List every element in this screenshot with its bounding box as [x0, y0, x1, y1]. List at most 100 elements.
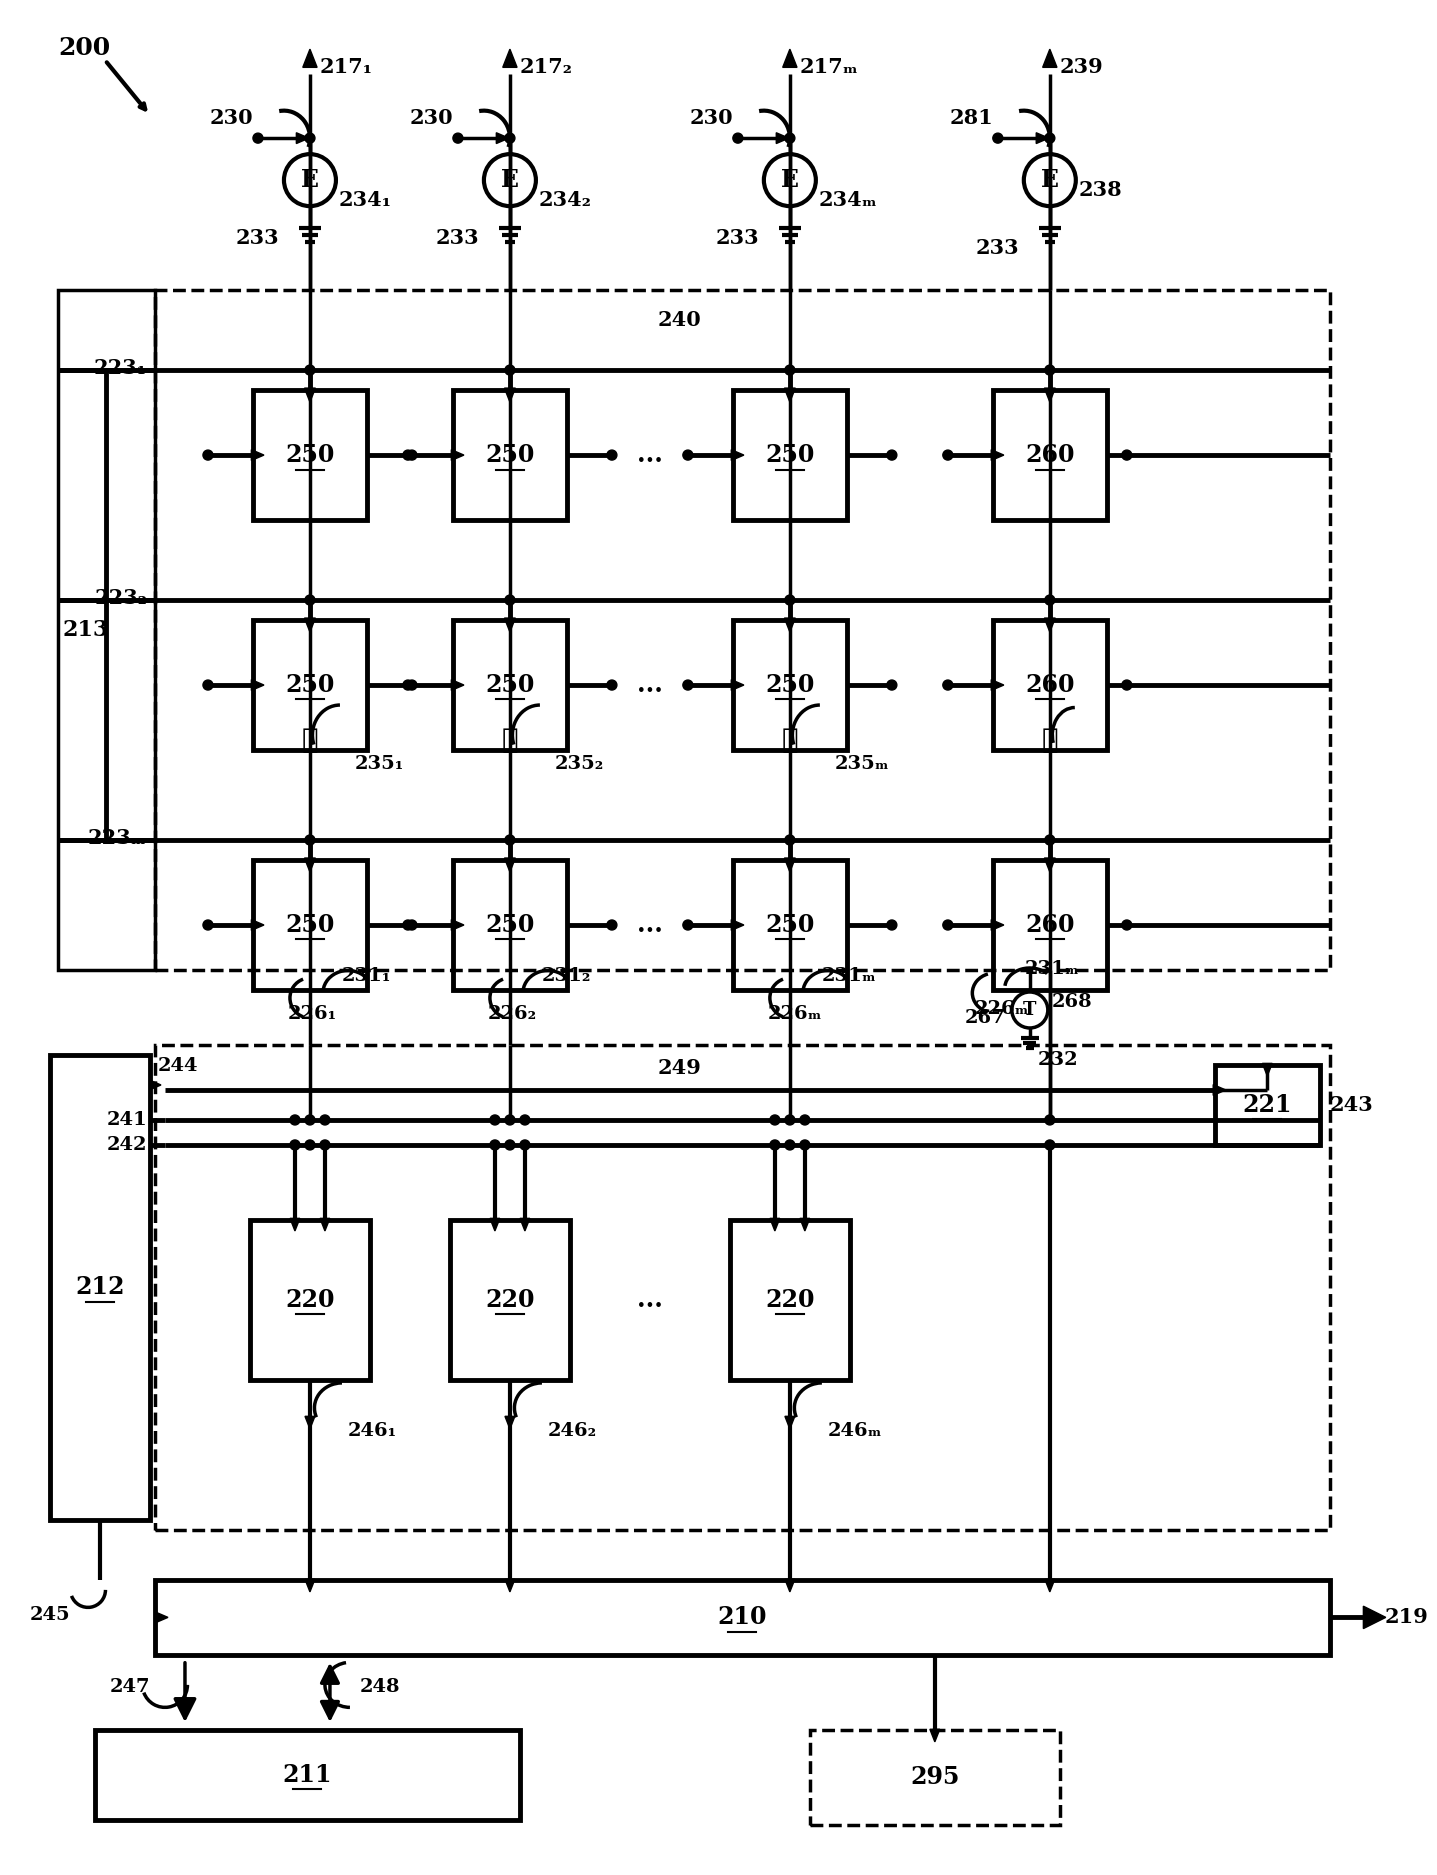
Polygon shape [305, 1416, 315, 1429]
Text: ⋮: ⋮ [782, 726, 798, 754]
Text: 226ₘ: 226ₘ [767, 1005, 822, 1024]
Polygon shape [785, 619, 795, 632]
Polygon shape [785, 1579, 795, 1592]
Text: 249: 249 [658, 1058, 701, 1078]
Text: T: T [1023, 1001, 1036, 1018]
Circle shape [943, 921, 953, 930]
Circle shape [305, 1116, 315, 1125]
Polygon shape [930, 1729, 940, 1742]
Bar [95, 1731, 520, 1821]
Bar [993, 390, 1106, 519]
Polygon shape [776, 133, 789, 144]
Polygon shape [305, 859, 316, 872]
Bar [810, 1731, 1061, 1824]
Text: 250: 250 [286, 913, 335, 938]
Circle shape [606, 450, 616, 459]
Text: 243: 243 [1329, 1095, 1374, 1116]
Polygon shape [992, 919, 1004, 930]
Text: 250: 250 [286, 673, 335, 698]
Text: 220: 220 [486, 1288, 535, 1312]
Text: 233: 233 [716, 229, 759, 248]
Circle shape [606, 921, 616, 930]
Text: 213: 213 [63, 619, 109, 641]
Text: 260: 260 [1025, 442, 1075, 467]
Text: 244: 244 [158, 1058, 198, 1074]
Text: 248: 248 [359, 1678, 401, 1697]
Text: 226ₘ: 226ₘ [974, 999, 1029, 1018]
Polygon shape [504, 388, 516, 401]
Circle shape [1122, 450, 1132, 459]
Text: E: E [780, 169, 799, 191]
Circle shape [1122, 921, 1132, 930]
Circle shape [785, 366, 795, 375]
Circle shape [887, 921, 897, 930]
Text: 200: 200 [57, 36, 111, 60]
Text: E: E [300, 169, 319, 191]
Circle shape [1045, 366, 1055, 375]
Bar [993, 861, 1106, 990]
Text: 233: 233 [976, 238, 1019, 259]
Circle shape [785, 1116, 795, 1125]
Text: 281: 281 [948, 109, 993, 128]
Text: 245: 245 [29, 1605, 70, 1624]
Text: 226₂: 226₂ [489, 1005, 537, 1024]
Circle shape [800, 1140, 810, 1149]
Polygon shape [305, 388, 316, 401]
Circle shape [785, 1140, 795, 1149]
Text: 267: 267 [964, 1009, 1004, 1028]
Circle shape [887, 681, 897, 690]
Circle shape [320, 1140, 331, 1149]
Text: 223₂: 223₂ [93, 589, 147, 608]
Circle shape [504, 594, 514, 606]
Bar [57, 291, 155, 969]
Circle shape [407, 450, 417, 459]
Polygon shape [785, 1416, 795, 1429]
Circle shape [402, 921, 412, 930]
Circle shape [785, 834, 795, 846]
Text: 234₁: 234₁ [339, 189, 392, 210]
Circle shape [504, 1116, 514, 1125]
Text: ⋮: ⋮ [502, 726, 519, 754]
Text: 219: 219 [1385, 1607, 1428, 1628]
Polygon shape [1045, 388, 1055, 401]
Text: 221: 221 [1243, 1093, 1292, 1118]
Circle shape [1122, 681, 1132, 690]
Circle shape [943, 681, 953, 690]
Text: 226₁: 226₁ [287, 1005, 338, 1024]
Polygon shape [251, 450, 264, 461]
Circle shape [770, 1116, 780, 1125]
Circle shape [203, 450, 213, 459]
Bar [733, 621, 846, 750]
Text: 250: 250 [486, 442, 535, 467]
Circle shape [320, 1116, 331, 1125]
Circle shape [785, 594, 795, 606]
Text: 212: 212 [75, 1275, 125, 1299]
Text: 230: 230 [210, 109, 253, 128]
Polygon shape [731, 679, 744, 690]
Text: 232: 232 [1038, 1052, 1078, 1069]
Text: 233: 233 [435, 229, 479, 248]
Polygon shape [296, 133, 309, 144]
Text: 223₁: 223₁ [93, 358, 147, 379]
Circle shape [504, 366, 514, 375]
Text: 217₁: 217₁ [320, 56, 374, 77]
Circle shape [683, 450, 693, 459]
Text: 217ₘ: 217ₘ [800, 56, 859, 77]
Circle shape [290, 1116, 300, 1125]
Text: 246₂: 246₂ [547, 1421, 596, 1440]
Text: 241: 241 [106, 1112, 147, 1129]
Text: ...: ... [637, 913, 662, 938]
Bar [155, 291, 1329, 969]
Polygon shape [290, 1219, 300, 1232]
Text: 210: 210 [717, 1605, 767, 1629]
Polygon shape [783, 49, 798, 68]
Text: ...: ... [637, 1288, 662, 1312]
Text: 238: 238 [1079, 180, 1122, 201]
Polygon shape [251, 919, 264, 930]
Bar [253, 621, 366, 750]
Circle shape [887, 450, 897, 459]
Circle shape [683, 921, 693, 930]
Bar [253, 390, 366, 519]
Polygon shape [1262, 1063, 1272, 1076]
Text: 231₂: 231₂ [542, 968, 591, 984]
